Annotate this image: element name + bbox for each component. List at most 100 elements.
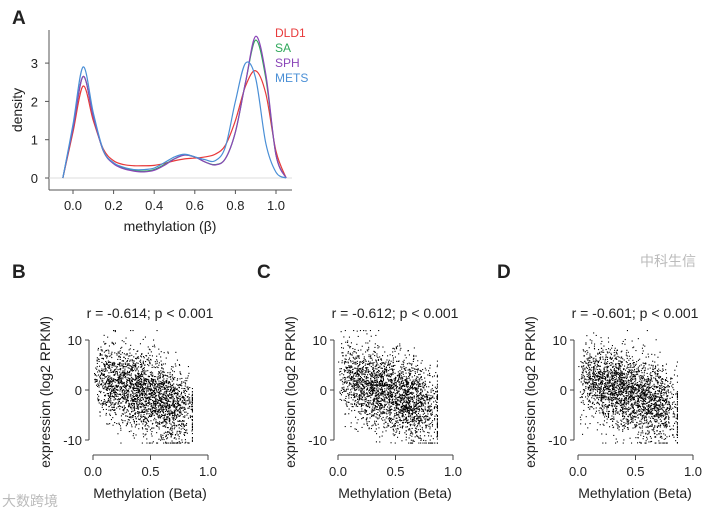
scatter-point bbox=[395, 400, 397, 402]
scatter-point bbox=[157, 423, 159, 425]
scatter-point bbox=[142, 403, 144, 405]
scatter-point bbox=[371, 389, 373, 391]
scatter-point bbox=[389, 413, 391, 415]
scatter-point bbox=[104, 403, 106, 405]
scatter-point bbox=[121, 413, 123, 415]
scatter-point bbox=[376, 368, 378, 370]
scatter-point bbox=[432, 376, 434, 378]
scatter-point bbox=[166, 397, 168, 399]
scatter-point bbox=[137, 356, 139, 358]
scatter-point bbox=[341, 392, 343, 394]
scatter-point bbox=[161, 402, 163, 404]
scatter-point bbox=[351, 385, 353, 387]
scatter-point bbox=[145, 424, 147, 426]
scatter-point bbox=[431, 414, 433, 416]
scatter-point bbox=[386, 393, 388, 395]
scatter-point bbox=[167, 437, 169, 439]
scatter-point bbox=[408, 402, 410, 404]
scatter-point bbox=[399, 370, 401, 372]
scatter-point bbox=[157, 379, 159, 381]
scatter-point bbox=[128, 378, 130, 380]
y-tick-label: 0 bbox=[320, 383, 327, 398]
scatter-point bbox=[371, 385, 373, 387]
scatter-point bbox=[372, 388, 374, 390]
scatter-point bbox=[176, 442, 178, 444]
scatter-point bbox=[408, 410, 410, 412]
scatter-point bbox=[138, 413, 140, 415]
scatter-point bbox=[373, 410, 375, 412]
scatter-point bbox=[395, 404, 397, 406]
scatter-point bbox=[140, 406, 142, 408]
scatter-point bbox=[122, 406, 124, 408]
scatter-point bbox=[422, 384, 424, 386]
scatter-point bbox=[405, 417, 407, 419]
scatter-point bbox=[141, 356, 143, 358]
scatter-point bbox=[413, 392, 415, 394]
scatter-point bbox=[407, 369, 409, 371]
scatter-point bbox=[352, 406, 354, 408]
scatter-point bbox=[436, 391, 438, 393]
scatter-point bbox=[106, 393, 108, 395]
scatter-point bbox=[138, 404, 140, 406]
scatter-point bbox=[358, 368, 360, 370]
scatter-point bbox=[177, 420, 179, 422]
scatter-point bbox=[377, 397, 379, 399]
scatter-point bbox=[396, 407, 398, 409]
scatter-point bbox=[162, 401, 164, 403]
scatter-point bbox=[141, 411, 143, 413]
scatter-point bbox=[344, 330, 346, 332]
scatter-point bbox=[148, 357, 150, 359]
scatter-point bbox=[387, 424, 389, 426]
scatter-point bbox=[356, 379, 358, 381]
scatter-point bbox=[366, 393, 368, 395]
scatter-point bbox=[409, 363, 411, 365]
scatter-point bbox=[341, 362, 343, 364]
scatter-point bbox=[181, 413, 183, 415]
scatter-point bbox=[169, 413, 171, 415]
scatter-point bbox=[401, 397, 403, 399]
scatter-point bbox=[167, 431, 169, 433]
scatter-point bbox=[407, 381, 409, 383]
scatter-point bbox=[142, 399, 144, 401]
scatter-point bbox=[424, 412, 426, 414]
scatter-point bbox=[429, 372, 431, 374]
scatter-point bbox=[423, 404, 425, 406]
scatter-point bbox=[164, 381, 166, 383]
scatter-point bbox=[176, 416, 178, 418]
scatter-point bbox=[361, 403, 363, 405]
scatter-point bbox=[423, 372, 425, 374]
scatter-point bbox=[142, 371, 144, 373]
scatter-point bbox=[144, 419, 146, 421]
scatter-point bbox=[144, 378, 146, 380]
scatter-point bbox=[132, 396, 134, 398]
scatter-point bbox=[150, 379, 152, 381]
scatter-point bbox=[150, 408, 152, 410]
scatter-point bbox=[392, 383, 394, 385]
scatter-point bbox=[174, 414, 176, 416]
scatter-point bbox=[139, 411, 141, 413]
scatter-point bbox=[183, 381, 185, 383]
scatter-point bbox=[388, 402, 390, 404]
scatter-point bbox=[377, 347, 379, 349]
scatter-point bbox=[146, 419, 148, 421]
scatter-point bbox=[381, 372, 383, 374]
scatter-point bbox=[357, 398, 359, 400]
scatter-point bbox=[174, 400, 176, 402]
scatter-point bbox=[145, 417, 147, 419]
scatter-point bbox=[166, 390, 168, 392]
scatter-point bbox=[186, 400, 188, 402]
scatter-point bbox=[132, 410, 134, 412]
scatter-point bbox=[416, 394, 418, 396]
scatter-point bbox=[187, 375, 189, 377]
scatter-point bbox=[347, 371, 349, 373]
scatter-point bbox=[353, 386, 355, 388]
scatter-point bbox=[357, 373, 359, 375]
scatter-point bbox=[351, 354, 353, 356]
x-tick-label: 0.4 bbox=[145, 198, 163, 213]
scatter-point bbox=[159, 390, 161, 392]
scatter-point bbox=[425, 420, 427, 422]
scatter-point bbox=[376, 371, 378, 373]
scatter-point bbox=[366, 392, 368, 394]
scatter-point bbox=[118, 380, 120, 382]
scatter-point bbox=[400, 387, 402, 389]
